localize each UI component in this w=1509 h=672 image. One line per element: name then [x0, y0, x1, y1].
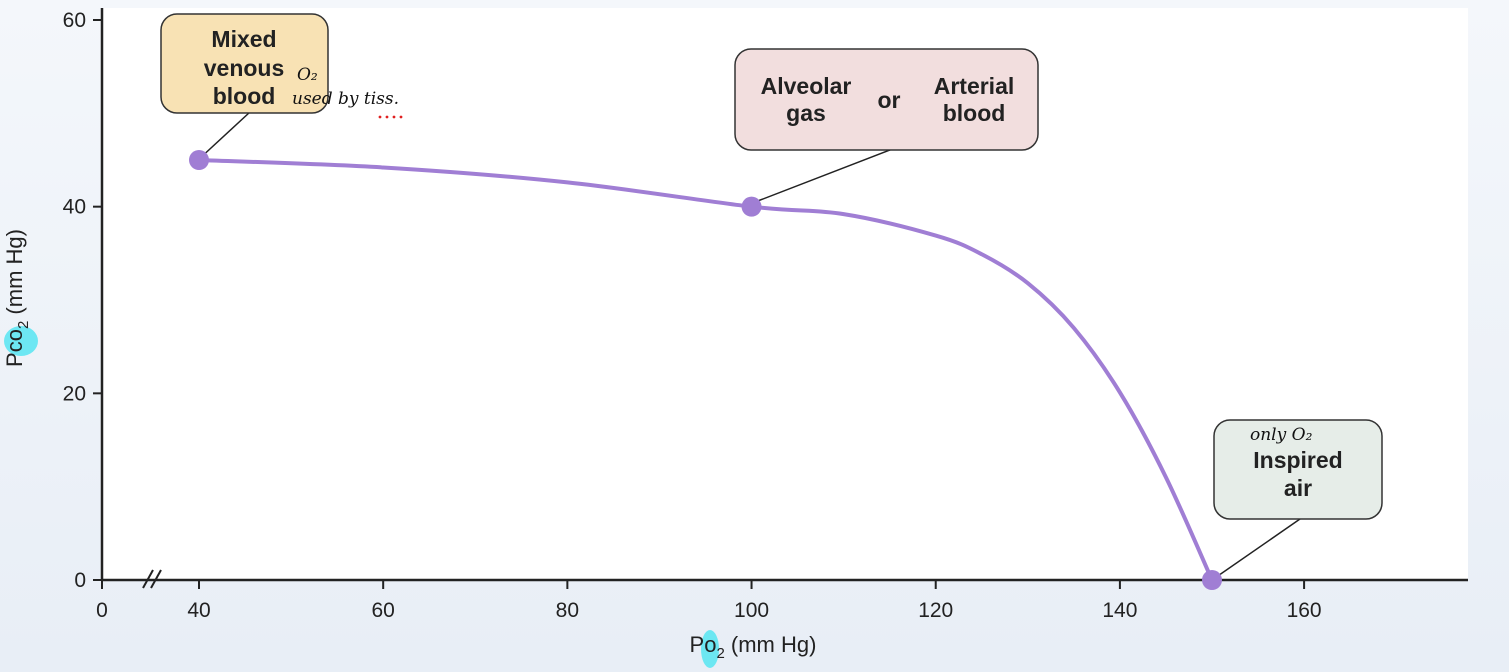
annotation-only-o2: only O₂ — [1250, 425, 1313, 445]
annotation-dots — [378, 115, 403, 119]
label-arterial-blood: blood — [943, 100, 1006, 126]
data-point-2 — [741, 196, 762, 217]
label-box-alveolar-arterial: Alveolar gas or Arterial blood — [734, 48, 1039, 151]
label-blood: blood — [213, 83, 276, 109]
axis-break-icon — [142, 569, 162, 589]
label-or: or — [878, 87, 901, 113]
y-tick-label: 0 — [74, 569, 86, 592]
x-tick-label: 160 — [1287, 599, 1322, 622]
highlighter-marks — [4, 326, 719, 668]
x-tick-label: 140 — [1102, 599, 1137, 622]
axes — [100, 8, 1468, 582]
leader-lines — [197, 111, 1301, 581]
y-axis-title: Pco2 (mm Hg) — [2, 229, 32, 367]
ticks: 0 40 60 80 100 120 140 160 0 20 40 60 — [63, 9, 1322, 622]
annotation-used-by-tiss: used by tiss. — [292, 89, 399, 109]
x-tick-label: 0 — [96, 599, 108, 622]
x-tick-label: 60 — [372, 599, 395, 622]
y-tick-label: 40 — [63, 196, 86, 219]
data-point-3 — [1202, 570, 1222, 590]
label-arterial: Arterial — [934, 73, 1015, 99]
key-points — [189, 150, 1222, 590]
y-tick-label: 20 — [63, 382, 86, 405]
label-inspired: Inspired — [1253, 447, 1342, 473]
pco2-po2-curve — [198, 158, 1214, 581]
label-gas: gas — [786, 100, 826, 126]
label-alveolar: Alveolar — [761, 73, 852, 99]
y-tick-label: 60 — [63, 9, 86, 32]
annotation-o2: O₂ — [297, 65, 318, 85]
data-point-1 — [189, 150, 209, 170]
label-air: air — [1284, 475, 1312, 501]
x-tick-label: 40 — [187, 599, 210, 622]
x-tick-label: 120 — [918, 599, 953, 622]
x-tick-label: 100 — [734, 599, 769, 622]
label-venous: venous — [204, 55, 285, 81]
label-box-inspired-air: Inspired air — [1213, 419, 1383, 520]
x-axis-title: Po2 (mm Hg) — [690, 632, 817, 662]
label-box-mixed-venous: Mixed venous blood — [160, 13, 329, 114]
label-mixed: Mixed — [211, 26, 276, 52]
x-tick-label: 80 — [556, 599, 579, 622]
